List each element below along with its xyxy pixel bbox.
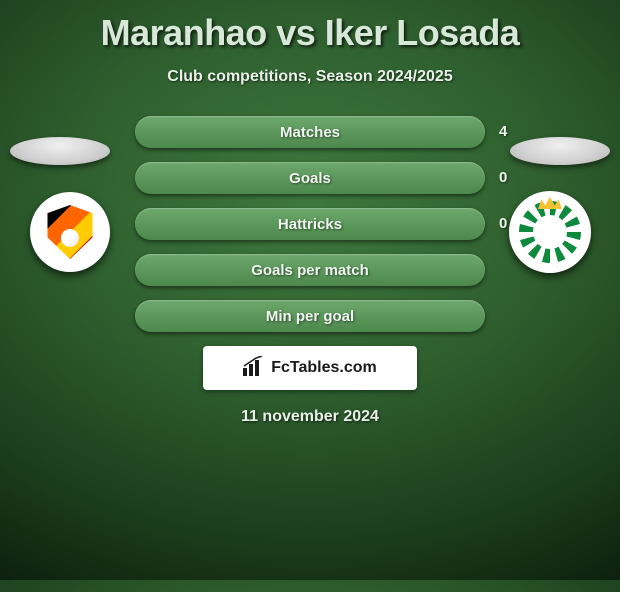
- stat-row-goals: Goals 0: [135, 162, 485, 194]
- player-head-right: [510, 137, 610, 165]
- stat-row-min-per-goal: Min per goal: [135, 300, 485, 332]
- betis-crest-icon: [509, 191, 591, 273]
- stat-label: Goals per match: [251, 262, 369, 279]
- valencia-crest-icon: [30, 192, 110, 272]
- page-subtitle: Club competitions, Season 2024/2025: [0, 68, 620, 86]
- stat-value: 0: [499, 209, 507, 239]
- stat-label: Min per goal: [266, 308, 354, 325]
- stat-row-matches: Matches 4: [135, 116, 485, 148]
- stat-row-goals-per-match: Goals per match: [135, 254, 485, 286]
- club-crest-left: [20, 187, 120, 277]
- date-text: 11 november 2024: [0, 408, 620, 426]
- stats-container: Matches 4 Goals 0 Hattricks 0 Goals per …: [135, 116, 485, 332]
- player-head-left: [10, 137, 110, 165]
- stat-value: 0: [499, 163, 507, 193]
- brand-text: FcTables.com: [271, 359, 377, 377]
- club-crest-right: [500, 187, 600, 277]
- stat-label: Goals: [289, 170, 331, 187]
- stat-row-hattricks: Hattricks 0: [135, 208, 485, 240]
- stat-label: Hattricks: [278, 216, 342, 233]
- bar-chart-icon: [243, 356, 265, 381]
- brand-box[interactable]: FcTables.com: [203, 346, 417, 390]
- stat-value: 4: [499, 117, 507, 147]
- stat-label: Matches: [280, 124, 340, 141]
- page-title: Maranhao vs Iker Losada: [0, 12, 620, 54]
